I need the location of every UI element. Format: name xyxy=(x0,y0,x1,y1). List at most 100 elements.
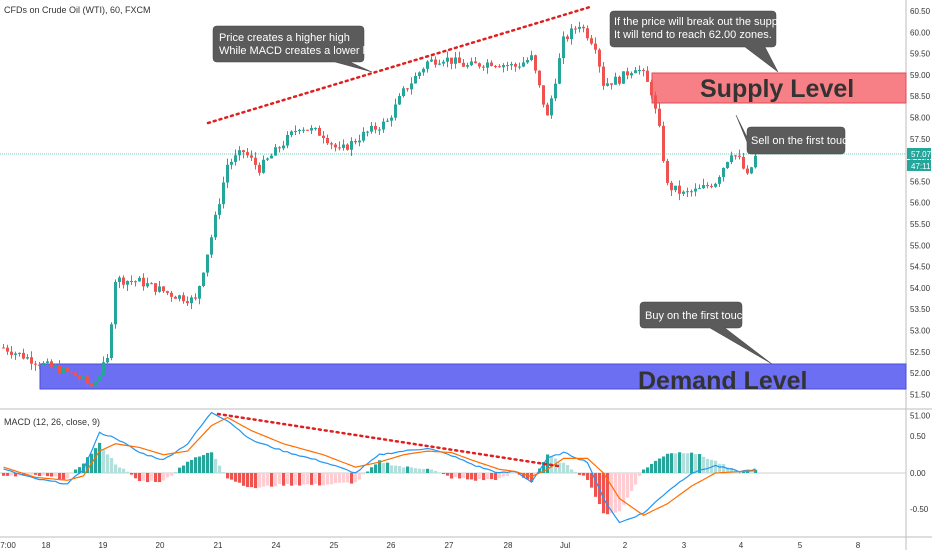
macd-hist-bar xyxy=(382,463,386,473)
candle-body xyxy=(738,155,741,157)
callout-sell[interactable]: Sell on the first touch xyxy=(735,114,854,155)
candle-body xyxy=(302,129,305,131)
macd-hist-bar xyxy=(562,462,566,473)
macd-hist-bar xyxy=(282,473,286,486)
candle-body xyxy=(398,95,401,105)
candle-body xyxy=(218,204,221,215)
macd-hist-bar xyxy=(394,465,398,473)
price-tick-label: 59.00 xyxy=(910,71,931,80)
macd-hist-bar xyxy=(686,453,690,473)
candle-body xyxy=(18,352,21,354)
macd-hist-bar xyxy=(130,473,134,475)
candle-body xyxy=(630,73,633,76)
candle-body xyxy=(142,277,145,287)
price-tick-label: 60.50 xyxy=(910,7,931,16)
macd-hist-bar xyxy=(674,453,678,473)
time-tick-label: Jul xyxy=(560,541,570,550)
callout-breakout[interactable]: If the price will break out the supply, … xyxy=(609,10,788,73)
candle-body xyxy=(6,347,9,352)
candle-body xyxy=(486,62,489,68)
supply-zone[interactable] xyxy=(651,72,907,104)
macd-hist-bar xyxy=(94,448,98,473)
candle-body xyxy=(246,152,249,156)
macd-hist-bar xyxy=(594,473,598,497)
candle-body xyxy=(190,297,193,304)
candle-body xyxy=(506,65,509,67)
macd-hist-bar xyxy=(490,473,494,480)
candle-body xyxy=(194,297,197,299)
candle-body xyxy=(538,70,541,86)
macd-hist-bar xyxy=(206,452,210,473)
price-tick-label: 54.50 xyxy=(910,263,931,272)
candle-body xyxy=(574,28,577,30)
macd-hist-bar xyxy=(78,467,82,473)
demand-zone[interactable] xyxy=(39,363,907,390)
candles-group xyxy=(2,21,757,389)
macd-hist-bar xyxy=(298,473,302,486)
price-axis[interactable]: 60.5060.0059.5059.0058.5058.0057.5057.00… xyxy=(910,7,931,421)
macd-hist-bar xyxy=(678,452,682,473)
macd-hist-bar xyxy=(238,473,242,483)
macd-hist-bar xyxy=(370,467,374,473)
macd-axis[interactable]: 0.50 0.00 -0.50 xyxy=(910,432,929,514)
candle-body xyxy=(274,147,277,156)
price-tick-label: 51.00 xyxy=(910,412,931,421)
candle-body xyxy=(578,26,581,29)
price-tick-label: 53.50 xyxy=(910,305,931,314)
macd-hist-bar xyxy=(366,471,370,473)
candle-body xyxy=(10,351,13,355)
candle-body xyxy=(550,98,553,116)
candle-body xyxy=(458,57,461,63)
macd-hist-bar xyxy=(574,472,578,473)
callout-buy[interactable]: Buy on the first touch xyxy=(639,301,773,365)
macd-hist-bar xyxy=(374,464,378,473)
macd-hist-bar xyxy=(214,458,218,473)
candle-body xyxy=(610,83,613,85)
macd-hist-bar xyxy=(2,473,6,476)
candle-body xyxy=(78,375,81,379)
candle-body xyxy=(746,168,749,174)
price-tick-label: 53.00 xyxy=(910,327,931,336)
macd-hist-bar xyxy=(618,473,622,512)
candle-body xyxy=(214,214,217,238)
macd-hist-bar xyxy=(622,473,626,505)
time-tick-label: 7:00 xyxy=(0,541,16,550)
candle-body xyxy=(742,156,745,169)
time-tick-label: 25 xyxy=(330,541,339,550)
candle-body xyxy=(702,185,705,189)
macd-hist-bar xyxy=(10,473,14,476)
macd-hist-bar xyxy=(486,473,490,479)
macd-hist-bar xyxy=(338,473,342,483)
callout-divergence[interactable]: Price creates a higher high While MACD c… xyxy=(212,25,383,73)
candle-body xyxy=(406,88,409,90)
candle-body xyxy=(278,147,281,149)
time-tick-label: 4 xyxy=(739,541,744,550)
price-tick-label: 56.00 xyxy=(910,199,931,208)
macd-hist-bar xyxy=(194,457,198,473)
macd-hist-bar xyxy=(286,473,290,484)
macd-hist-bar xyxy=(430,469,434,473)
candle-body xyxy=(562,36,565,59)
callout-sell-text: Sell on the first touch xyxy=(751,135,854,147)
macd-hist-bar xyxy=(274,473,278,487)
price-tick-label: 60.00 xyxy=(910,28,931,37)
candle-body xyxy=(322,135,325,139)
candle-body xyxy=(90,383,93,387)
candle-body xyxy=(670,182,673,191)
macd-hist-bar xyxy=(694,454,698,473)
candle-body xyxy=(686,191,689,193)
candle-body xyxy=(386,120,389,122)
macd-hist-bar xyxy=(722,464,726,473)
macd-hist-bar xyxy=(222,472,226,473)
macd-hist-bar xyxy=(54,473,58,477)
candle-body xyxy=(586,28,589,39)
macd-hist-bar xyxy=(270,473,274,487)
macd-hist-bar xyxy=(138,473,142,482)
macd-hist-bar xyxy=(590,473,594,488)
macd-hist-bar xyxy=(174,471,178,473)
callout-divergence-line1: Price creates a higher high xyxy=(219,32,350,44)
candle-body xyxy=(614,76,617,85)
time-axis[interactable]: 7:00 18 19 20 21 24 25 26 27 28 Jul 2 3 4 5 8 xyxy=(0,541,861,550)
macd-hist-bar xyxy=(634,473,638,485)
